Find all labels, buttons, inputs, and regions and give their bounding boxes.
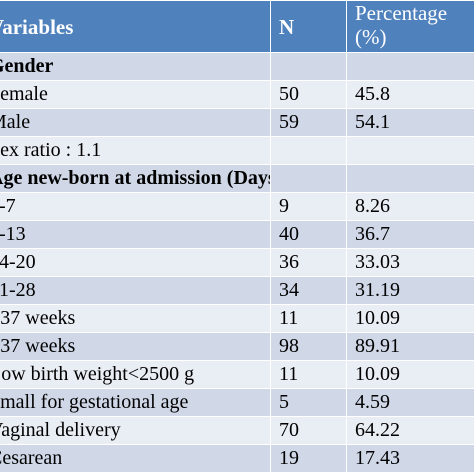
row-n-cell: 5 (270, 388, 347, 417)
table-section-row: Age new-born at admission (Days) (0, 164, 474, 193)
row-percentage-cell (346, 164, 474, 193)
row-n-cell: 59 (270, 108, 347, 137)
row-variable-cell: 14-20 (0, 248, 271, 277)
row-variable-cell: 0-7 (0, 192, 271, 221)
table-row: Small for gestational age 5 4.59 (0, 388, 474, 417)
table-row: Vaginal delivery 70 64.22 (0, 416, 474, 445)
row-percentage-cell: 33.03 (346, 248, 474, 277)
table-row: Low birth weight<2500 g 11 10.09 (0, 360, 474, 389)
row-percentage-cell: 54.1 (346, 108, 474, 137)
row-n-cell: 11 (270, 304, 347, 333)
header-variables: Variables (0, 0, 271, 53)
row-percentage-cell: 4.59 (346, 388, 474, 417)
table-row: Sex ratio : 1.1 (0, 136, 474, 165)
table-row: 0-798.26 (0, 192, 474, 221)
row-percentage-cell: 8.26 (346, 192, 474, 221)
row-n-cell (270, 136, 347, 165)
row-variable-cell: Male (0, 108, 271, 137)
row-percentage-cell: 36.7 (346, 220, 474, 249)
table-row: Cesarean1917.43 (0, 444, 474, 473)
row-variable-cell: Vaginal delivery (0, 416, 271, 445)
row-percentage-cell (346, 136, 474, 165)
table-header-row: Variables N Percentage (%) (0, 0, 474, 53)
table-row: Male5954.1 (0, 108, 474, 137)
row-n-cell: 19 (270, 444, 347, 473)
row-variable-cell: 8-13 (0, 220, 271, 249)
row-variable-cell: Small for gestational age (0, 388, 271, 417)
row-n-cell (270, 164, 347, 193)
row-n-cell: 9 (270, 192, 347, 221)
row-n-cell: 70 (270, 416, 347, 445)
header-n: N (270, 0, 347, 53)
row-percentage-cell: 17.43 (346, 444, 474, 473)
row-n-cell: 11 (270, 360, 347, 389)
row-n-cell: 40 (270, 220, 347, 249)
row-percentage-cell: 10.09 (346, 304, 474, 333)
row-percentage-cell: 89.91 (346, 332, 474, 361)
row-percentage-cell: 64.22 (346, 416, 474, 445)
row-n-cell: 34 (270, 276, 347, 305)
row-variable-cell: Gender (0, 52, 271, 81)
row-variable-cell: Low birth weight<2500 g (0, 360, 271, 389)
row-variable-cell: Sex ratio : 1.1 (0, 136, 271, 165)
header-percentage: Percentage (%) (346, 0, 474, 53)
row-n-cell: 98 (270, 332, 347, 361)
row-variable-cell: <37 weeks (0, 304, 271, 333)
table-section-row: Gender (0, 52, 474, 81)
row-percentage-cell (346, 52, 474, 81)
row-variable-cell: +37 weeks (0, 332, 271, 361)
header-percentage-line1: Percentage (355, 1, 448, 26)
row-n-cell: 50 (270, 80, 347, 109)
row-variable-cell: 21-28 (0, 276, 271, 305)
row-n-cell (270, 52, 347, 81)
row-percentage-cell: 10.09 (346, 360, 474, 389)
row-variable-cell: Cesarean (0, 444, 271, 473)
row-percentage-cell: 31.19 (346, 276, 474, 305)
row-percentage-cell: 45.8 (346, 80, 474, 109)
row-n-cell: 36 (270, 248, 347, 277)
header-percentage-line2: (%) (355, 25, 387, 49)
row-variable-cell: Female (0, 80, 271, 109)
row-variable-cell: Age new-born at admission (Days) (0, 164, 271, 193)
table-row: Female5045.8 (0, 80, 474, 109)
